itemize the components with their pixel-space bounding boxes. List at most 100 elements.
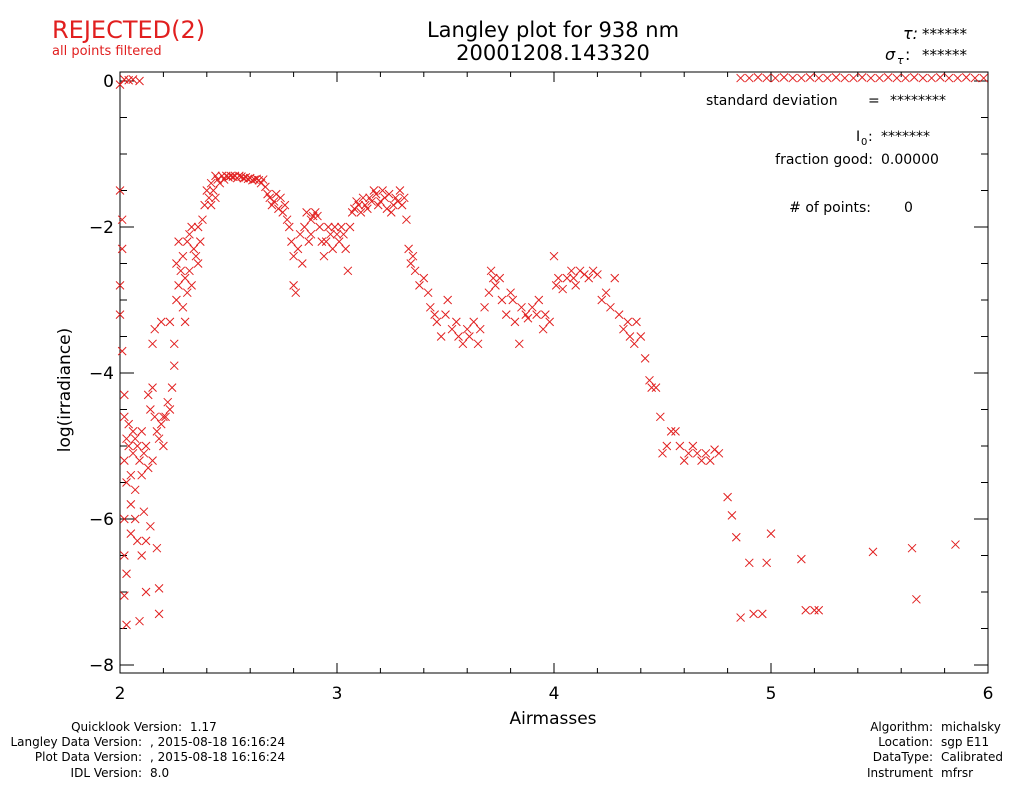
data-point-x bbox=[326, 229, 335, 239]
data-point-x bbox=[658, 448, 667, 458]
data-point-x bbox=[167, 383, 177, 392]
data-point-x bbox=[810, 605, 819, 615]
footer-right-label: DataType: bbox=[873, 750, 933, 764]
data-point-x bbox=[117, 244, 127, 254]
data-point-x bbox=[191, 251, 201, 261]
data-point-x bbox=[797, 73, 806, 83]
data-point-x bbox=[508, 295, 518, 305]
footer-left: Quicklook Version: 1.17 Langley Data Ver… bbox=[10, 720, 285, 780]
data-point-x bbox=[857, 72, 867, 82]
data-point-x bbox=[527, 302, 537, 312]
data-point-x bbox=[133, 441, 142, 451]
y-tick-label: 0 bbox=[103, 72, 114, 92]
data-point-x bbox=[302, 208, 311, 217]
data-point-x bbox=[951, 540, 960, 549]
data-point-x bbox=[141, 587, 151, 597]
data-point-x bbox=[770, 73, 780, 83]
data-point-x bbox=[671, 427, 680, 436]
data-point-x bbox=[115, 80, 125, 90]
data-point-x bbox=[488, 273, 498, 283]
data-point-x bbox=[130, 514, 140, 524]
data-point-x bbox=[651, 383, 661, 392]
data-point-x bbox=[117, 346, 127, 356]
data-point-x bbox=[176, 266, 186, 276]
x-tick-label: 2 bbox=[115, 684, 126, 704]
data-point-x bbox=[156, 317, 166, 327]
data-point-x bbox=[386, 208, 396, 217]
data-point-x bbox=[161, 412, 170, 422]
x-axis-label: Airmasses bbox=[509, 709, 596, 729]
data-point-x bbox=[436, 332, 446, 341]
std-value: ******** bbox=[890, 93, 946, 109]
footer-left-value: 8.0 bbox=[150, 766, 169, 780]
data-point-x bbox=[117, 215, 127, 225]
data-point-x bbox=[154, 609, 164, 619]
data-point-x bbox=[979, 73, 989, 83]
data-point-x bbox=[143, 463, 153, 473]
data-point-x bbox=[206, 200, 216, 210]
data-point-x bbox=[473, 339, 483, 349]
data-point-x bbox=[185, 266, 194, 276]
data-point-x bbox=[141, 441, 151, 451]
data-point-x bbox=[128, 448, 138, 458]
data-point-x bbox=[148, 339, 157, 349]
status-sub: all points filtered bbox=[52, 44, 162, 59]
footer-right-label: Location: bbox=[878, 735, 933, 749]
x-tick-label: 3 bbox=[332, 684, 343, 704]
data-point-x bbox=[297, 259, 307, 268]
data-point-x bbox=[258, 175, 268, 184]
tau-value: ****** bbox=[922, 25, 968, 43]
y-tick-label: −4 bbox=[89, 364, 114, 384]
data-point-x bbox=[198, 215, 207, 225]
data-point-x bbox=[495, 273, 505, 283]
footer-left-label: Quicklook Version: bbox=[71, 720, 182, 734]
data-point-x bbox=[185, 229, 194, 239]
data-point-x bbox=[280, 200, 290, 210]
data-point-x bbox=[295, 229, 305, 239]
data-point-x bbox=[284, 222, 294, 232]
data-point-x bbox=[458, 339, 468, 349]
data-point-x bbox=[122, 434, 131, 444]
data-point-x bbox=[397, 200, 407, 210]
data-point-x bbox=[323, 222, 333, 232]
data-point-x bbox=[124, 441, 134, 451]
data-point-x bbox=[354, 200, 364, 210]
data-point-x bbox=[736, 613, 745, 622]
data-point-x bbox=[410, 266, 420, 276]
data-point-x bbox=[172, 259, 181, 268]
data-point-x bbox=[849, 73, 858, 83]
data-point-x bbox=[128, 427, 138, 436]
data-point-x bbox=[163, 397, 173, 407]
data-point-x bbox=[182, 237, 192, 246]
data-point-x bbox=[317, 237, 327, 246]
std-label: standard deviation bbox=[706, 93, 838, 109]
data-point-x bbox=[705, 456, 715, 465]
data-point-x bbox=[146, 405, 155, 414]
data-point-x bbox=[679, 456, 689, 465]
data-point-x bbox=[831, 72, 841, 82]
data-point-x bbox=[363, 204, 372, 214]
data-point-x bbox=[399, 193, 409, 203]
data-point-x bbox=[909, 72, 919, 82]
data-point-x bbox=[443, 295, 453, 305]
x-tick-label: 6 bbox=[983, 684, 994, 704]
data-point-x bbox=[480, 302, 489, 312]
data-point-x bbox=[339, 229, 348, 239]
footer-left-value: , 2015-08-18 16:16:24 bbox=[150, 750, 285, 764]
data-point-x bbox=[119, 514, 129, 524]
data-point-x bbox=[632, 317, 641, 327]
data-point-x bbox=[486, 266, 496, 276]
data-point-x bbox=[714, 448, 724, 458]
data-point-x bbox=[135, 456, 144, 465]
data-point-x bbox=[367, 197, 377, 206]
data-point-x bbox=[506, 288, 515, 298]
data-point-x bbox=[892, 73, 902, 83]
data-point-x bbox=[514, 339, 524, 349]
data-point-x bbox=[961, 72, 971, 82]
data-point-x bbox=[558, 284, 568, 294]
data-point-x bbox=[378, 186, 387, 195]
data-point-x bbox=[358, 193, 368, 203]
data-point-x bbox=[517, 302, 526, 312]
data-point-x bbox=[328, 244, 338, 254]
data-point-x bbox=[684, 448, 693, 458]
